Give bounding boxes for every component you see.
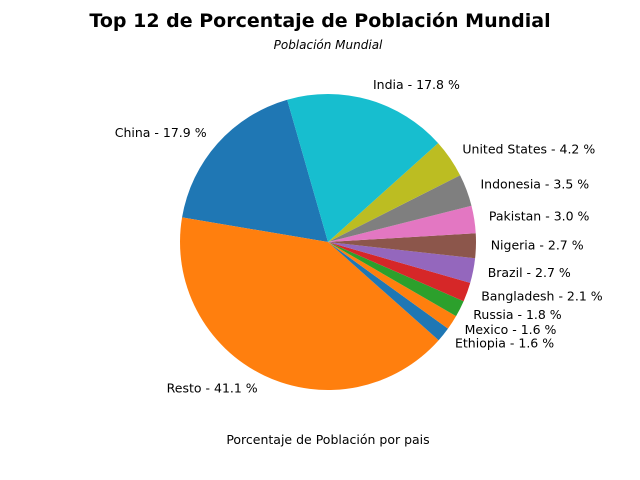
pie-slice-bangladesh bbox=[328, 242, 471, 302]
pie-label-nigeria: Nigeria - 2.7 % bbox=[491, 238, 584, 253]
pie-labels: China - 17.9 % Resto - 41.1 % Ethiopia - 1… bbox=[115, 77, 603, 395]
pie-label-russia: Russia - 1.8 % bbox=[473, 307, 562, 322]
pie-label-india: India - 17.8 % bbox=[373, 77, 460, 92]
pie-slice-ethiopia bbox=[328, 242, 448, 341]
pie-label-mexico: Mexico - 1.6 % bbox=[465, 322, 557, 337]
pie-slice-united-states bbox=[328, 143, 461, 242]
pie-label-resto: Resto - 41.1 % bbox=[167, 380, 258, 395]
pie-slice-brazil bbox=[328, 242, 476, 283]
pie-label-bangladesh: Bangladesh - 2.1 % bbox=[481, 289, 603, 304]
pie-label-pakistan: Pakistan - 3.0 % bbox=[489, 209, 590, 224]
pie-slice-pakistan bbox=[328, 205, 476, 242]
pie-slice-nigeria bbox=[328, 233, 477, 259]
pie-label-united-states: United States - 4.2 % bbox=[462, 142, 595, 157]
chart-title: Top 12 de Porcentaje de Población Mundia… bbox=[89, 10, 550, 32]
pie-slice-russia bbox=[328, 242, 464, 317]
x-axis-label: Porcentaje de Población por pais bbox=[226, 432, 429, 447]
pie-slice-china bbox=[182, 99, 328, 242]
pie-slice-indonesia bbox=[328, 175, 472, 242]
pie-slice-india bbox=[287, 93, 439, 242]
pie-label-china: China - 17.9 % bbox=[115, 125, 207, 140]
pie-label-brazil: Brazil - 2.7 % bbox=[488, 265, 571, 280]
pie-slice-resto bbox=[180, 217, 439, 390]
chart-subtitle: Población Mundial bbox=[274, 38, 383, 52]
pie-label-ethiopia: Ethiopia - 1.6 % bbox=[455, 335, 554, 350]
pie-slice-mexico bbox=[328, 242, 457, 329]
pie-label-indonesia: Indonesia - 3.5 % bbox=[481, 177, 590, 192]
pie-slices bbox=[180, 93, 477, 390]
